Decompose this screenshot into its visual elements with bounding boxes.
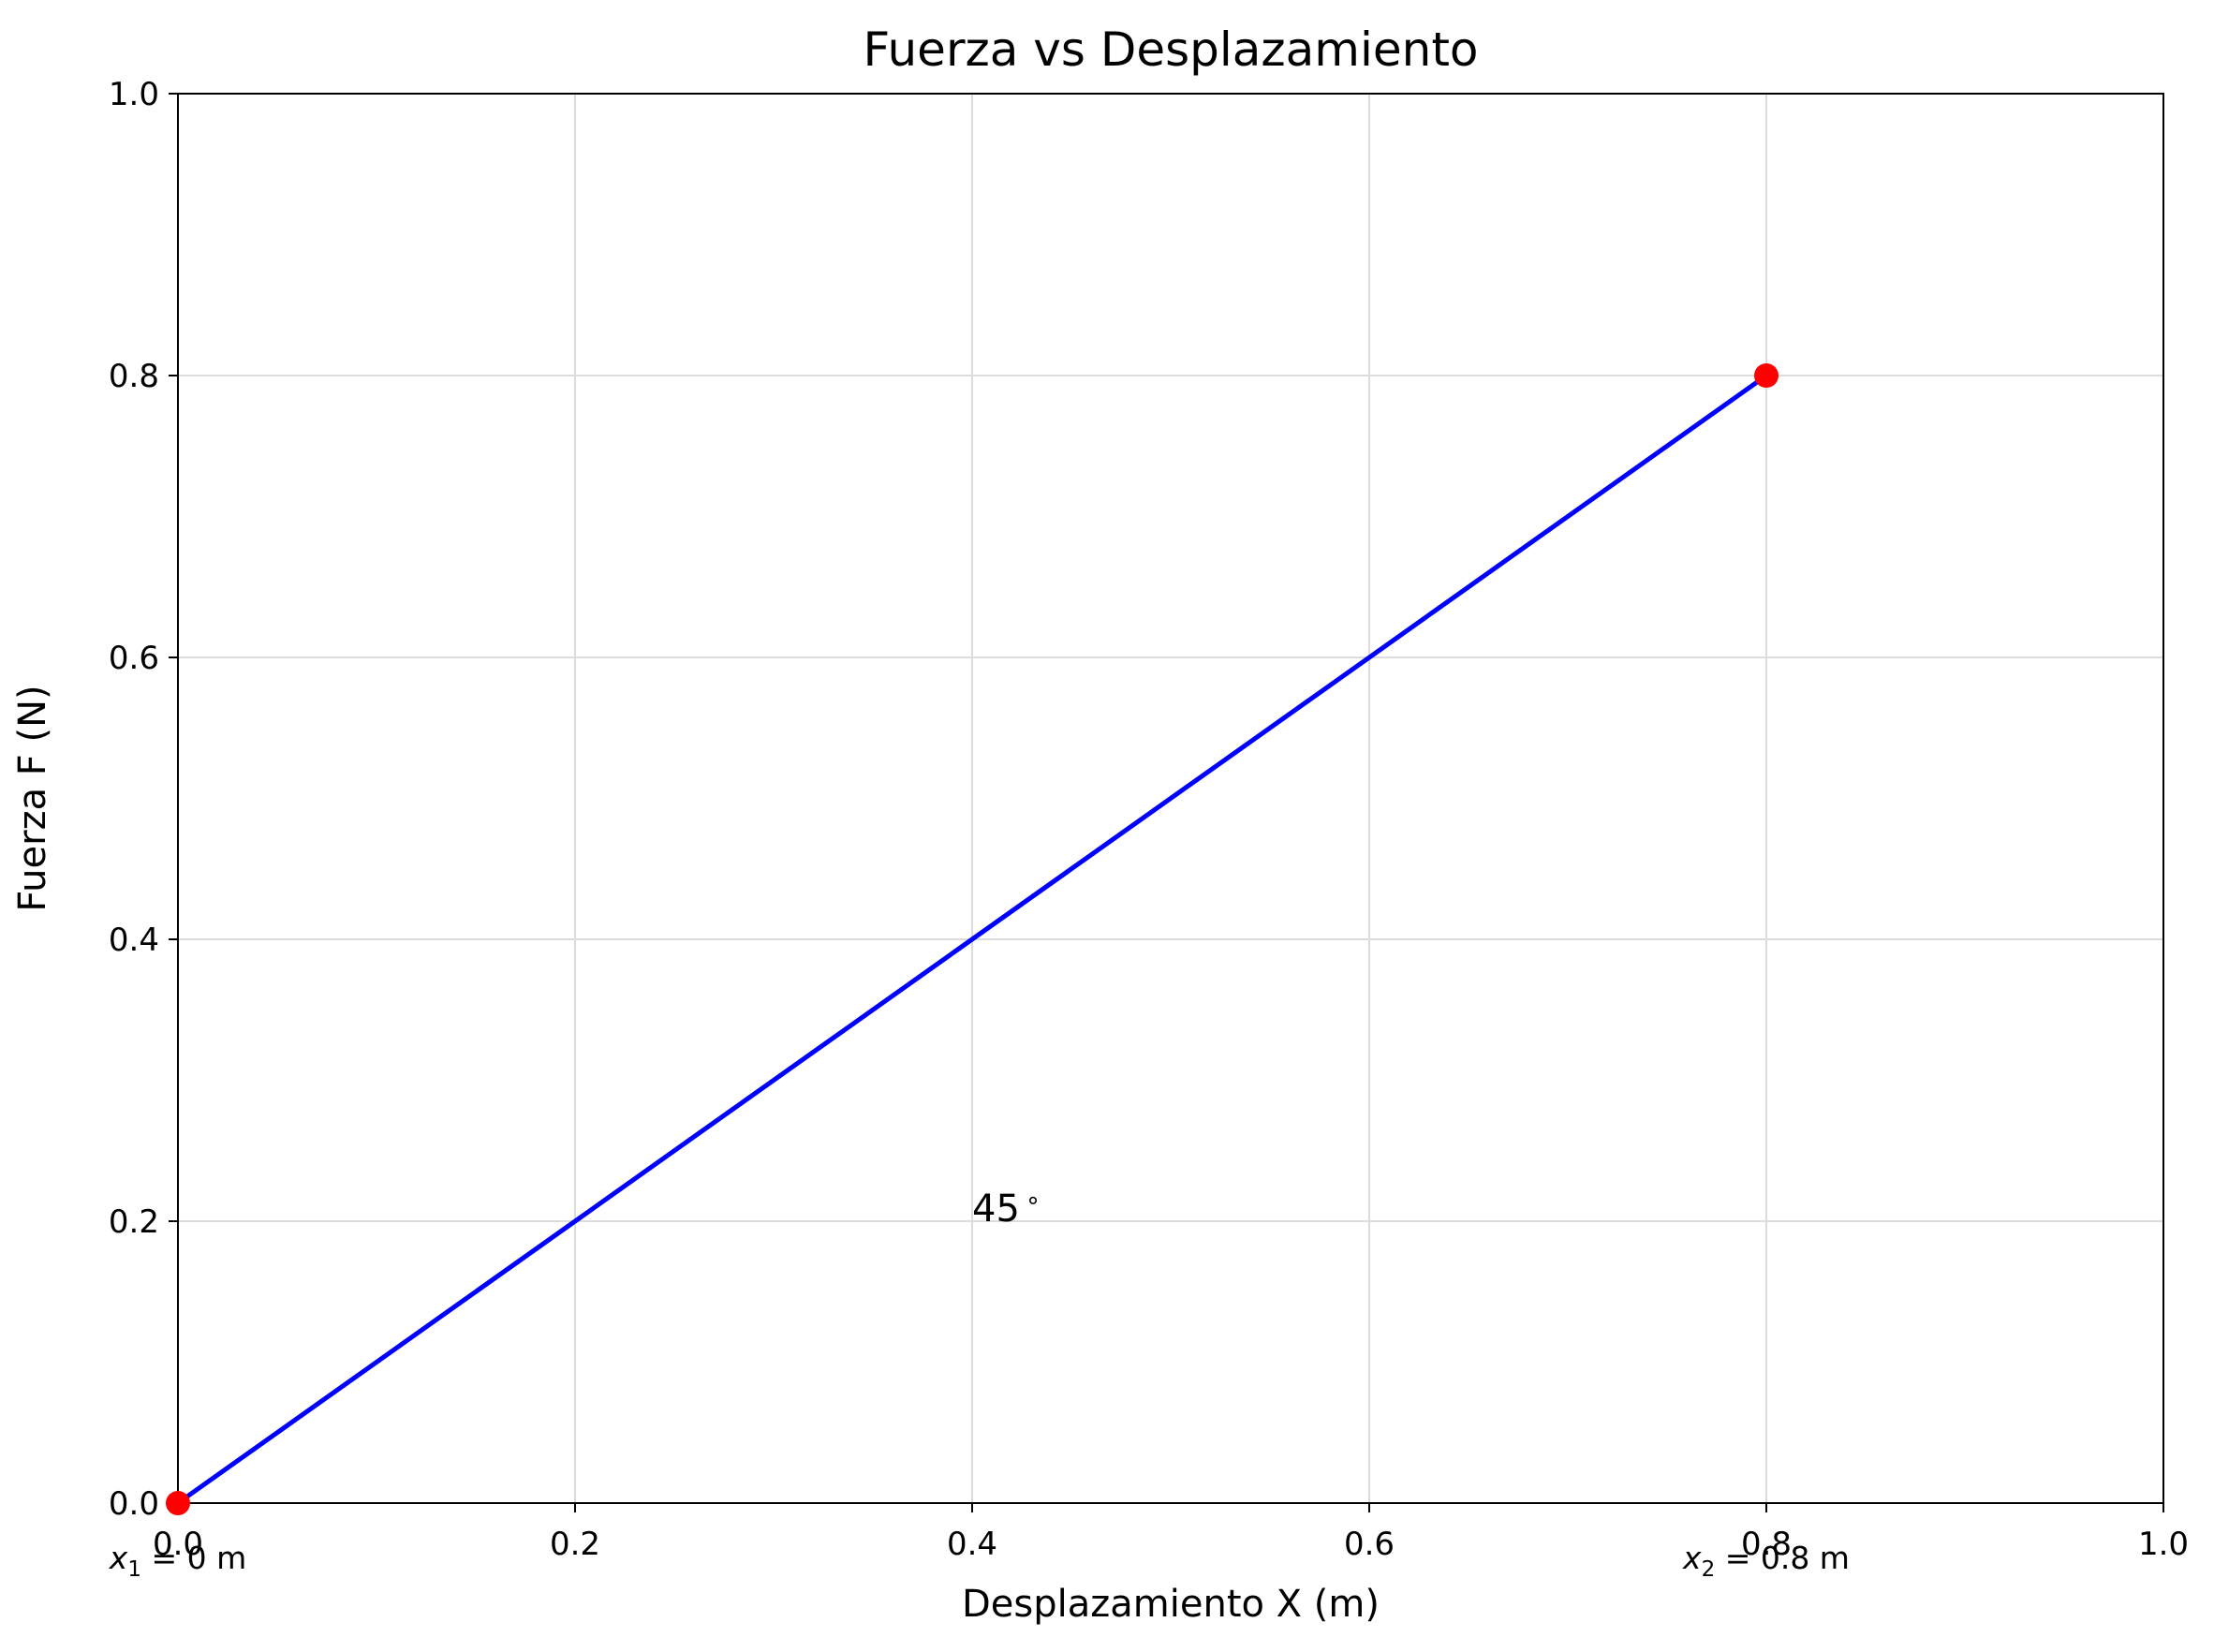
axes-frame (177, 93, 2164, 1504)
x-axis-label: Desplazamiento X (m) (962, 1583, 1380, 1626)
y-tick-label: 0.2 (109, 1203, 159, 1241)
series-layer (176, 373, 1768, 1506)
x-tick-label: 1.0 (2138, 1526, 2189, 1563)
text-layer: Fuerza vs Desplazamiento Desplazamiento … (11, 22, 2189, 1626)
data-point (166, 1491, 190, 1515)
x-tick-label: 0.2 (550, 1526, 600, 1563)
x-tick-label: 0.4 (947, 1526, 997, 1563)
x-tick-label: 0.8 (1741, 1526, 1792, 1563)
x-tick-label: 0.6 (1344, 1526, 1395, 1563)
series-line (176, 373, 1768, 1506)
y-axis-label: Fuerza F (N) (11, 685, 54, 911)
chart-title: Fuerza vs Desplazamiento (863, 22, 1478, 77)
y-tick-label: 0.4 (109, 922, 159, 959)
angle-annotation: 45 ∘ (972, 1187, 1041, 1231)
y-tick-label: 0.0 (109, 1485, 159, 1523)
ticks (169, 93, 2164, 1512)
points-layer (166, 363, 1779, 1515)
y-tick-label: 0.6 (109, 640, 159, 677)
y-tick-label: 1.0 (109, 76, 159, 113)
data-point (1754, 363, 1779, 388)
y-tick-label: 0.8 (109, 358, 159, 395)
point-label: x2 = 0.8 m (1682, 1540, 1850, 1582)
point-label: x1 = 0 m (109, 1540, 246, 1582)
x-tick-label: 0.0 (153, 1526, 203, 1563)
